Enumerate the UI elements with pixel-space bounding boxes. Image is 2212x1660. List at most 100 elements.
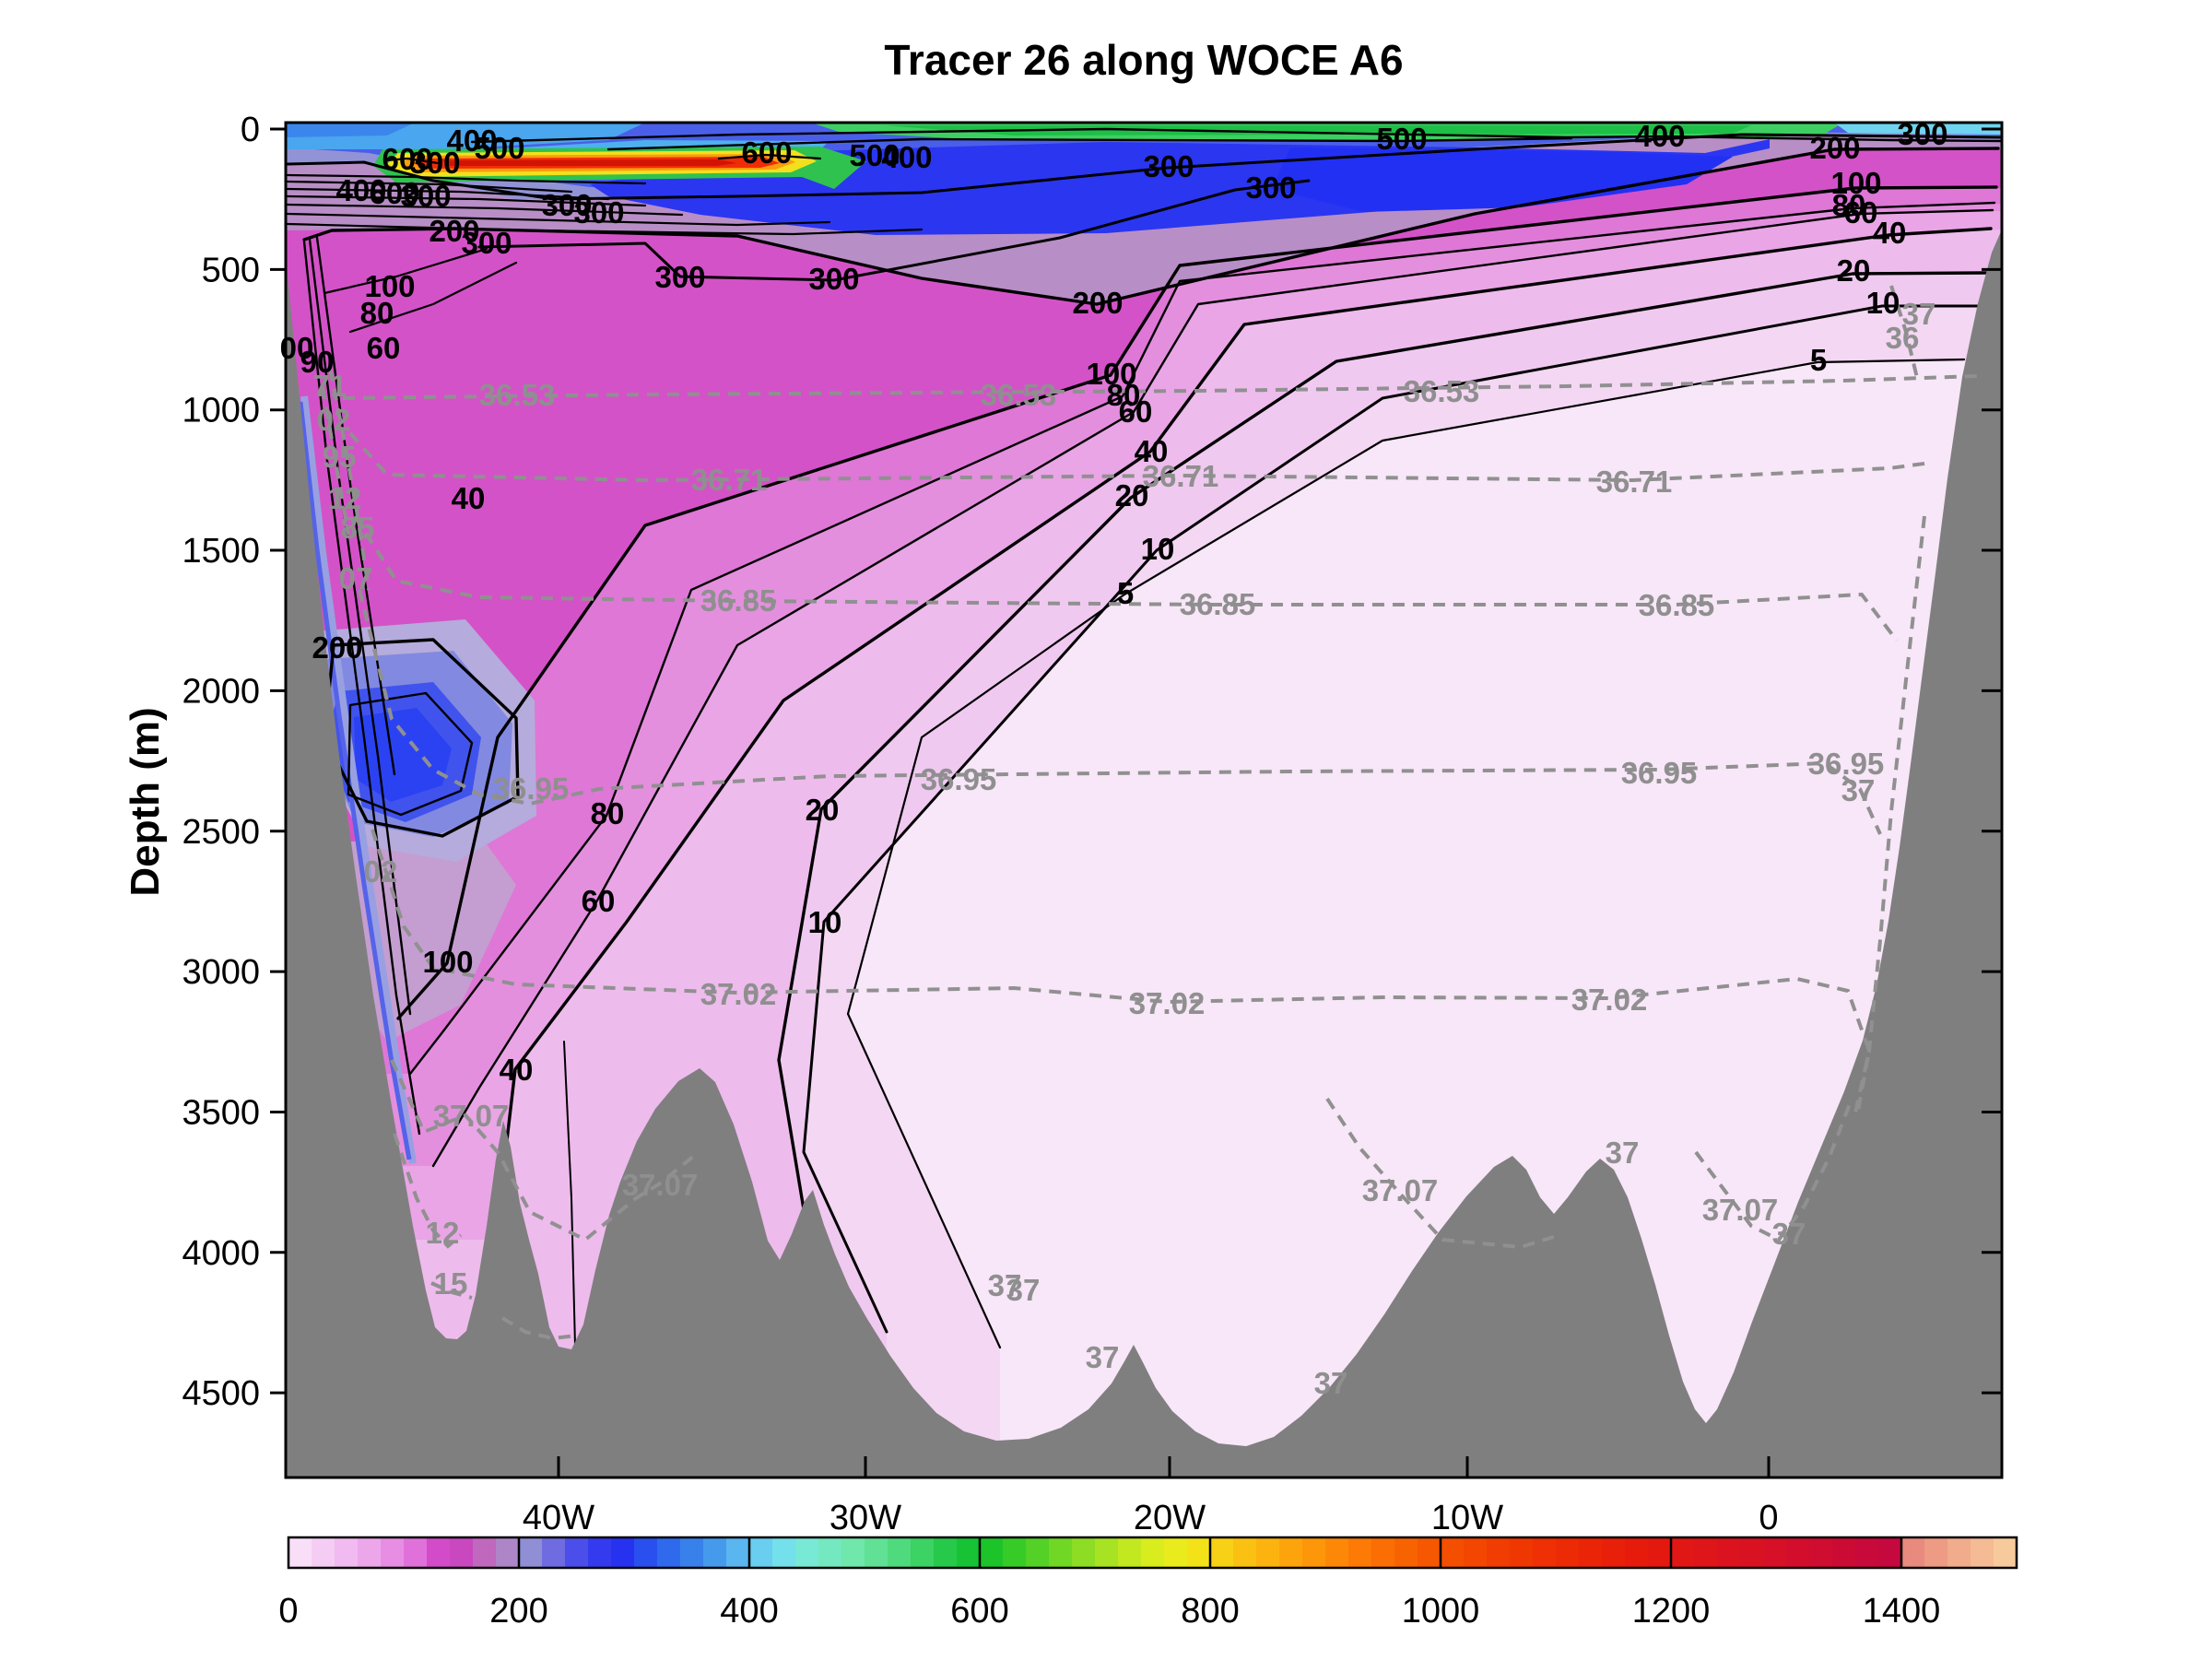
colorbar-cell [496, 1537, 520, 1568]
contour-label-gray: 07 [339, 561, 373, 595]
contour-label-black: 40 [452, 481, 486, 515]
colorbar-cell [1279, 1537, 1303, 1568]
y-tick-label: 3000 [182, 953, 260, 992]
colorbar-cell [1533, 1537, 1557, 1568]
y-tick-label: 4000 [182, 1234, 260, 1273]
colorbar-cell [1855, 1537, 1879, 1568]
black-contour-line [323, 247, 488, 295]
x-tick-label: 0 [1759, 1499, 1778, 1537]
gray-isopycnal-line [500, 1316, 577, 1341]
contour-label-black: 400 [446, 124, 497, 158]
colorbar-cell [772, 1537, 796, 1568]
contour-label-gray: 36.53 [981, 378, 1057, 412]
contour-label-gray: 36.95 [493, 771, 570, 806]
contour-label-gray: 37.02 [700, 977, 777, 1011]
contour-fill-region [848, 361, 2002, 1478]
contour-label-gray: 36.53 [479, 378, 556, 412]
contour-label-black: 400 [1634, 119, 1685, 153]
black-contour-line [408, 201, 1996, 1076]
seafloor-land [286, 230, 2002, 1478]
contour-fill-region [442, 159, 737, 166]
colorbar-cell [611, 1537, 635, 1568]
contour-label-gray: 15 [434, 1266, 468, 1301]
colorbar-cell [473, 1537, 497, 1568]
contour-label-black: 60 [1119, 394, 1153, 429]
colorbar-cell [1579, 1537, 1603, 1568]
colorbar-cell [565, 1537, 589, 1568]
colorbar-cell [1187, 1537, 1211, 1568]
colorbar-cell [335, 1537, 359, 1568]
contour-label-gray: 85 [341, 511, 375, 545]
gray-isopycnal-line [328, 368, 371, 591]
gray-isopycnal-line [1325, 1097, 1560, 1250]
colorbar-cell [358, 1537, 382, 1568]
colorbar-cell [1740, 1537, 1764, 1568]
colorbar-cell [1210, 1537, 1234, 1568]
colorbar-tick-label: 1400 [1863, 1592, 1941, 1631]
contour-label-black: 00 [280, 331, 314, 365]
contour-label-black: 10 [808, 905, 842, 939]
y-tick-label: 1500 [182, 532, 260, 571]
colorbar-cell [911, 1537, 935, 1568]
black-contour-line [348, 261, 518, 334]
colorbar-cell [1026, 1537, 1050, 1568]
black-contour-line [777, 271, 1988, 1283]
contour-label-black: 80 [360, 296, 394, 330]
y-tick-label: 4500 [182, 1374, 260, 1413]
colorbar-cell [588, 1537, 612, 1568]
contour-label-black: 300 [1143, 149, 1194, 183]
contour-label-black: 300 [409, 146, 460, 180]
colorbar-cell [1625, 1537, 1649, 1568]
colorbar-tick-label: 400 [720, 1592, 778, 1631]
colorbar-cell [450, 1537, 474, 1568]
black-contour-line [606, 136, 1573, 151]
contour-label-gray: 37 [1314, 1366, 1348, 1400]
colorbar-tick-label: 800 [1181, 1592, 1239, 1631]
colorbar-cell [1302, 1537, 1326, 1568]
contour-label-black: 400 [335, 173, 386, 207]
contour-label-gray: 02 [317, 403, 351, 437]
black-contour-line [286, 194, 647, 207]
colorbar-cell [703, 1537, 727, 1568]
contour-label-black: 60 [367, 331, 401, 365]
contour-label-black: 80 [1107, 378, 1141, 412]
contour-label-gray: 37 [1606, 1136, 1640, 1170]
colorbar-cell [1233, 1537, 1257, 1568]
contour-label-black: 40 [1135, 434, 1169, 468]
contour-label-black: 40 [1873, 216, 1907, 250]
colorbar-tick-label: 600 [950, 1592, 1008, 1631]
contour-label-black: 80 [1832, 188, 1866, 222]
contour-label-black: 200 [1809, 131, 1860, 165]
colorbar-cell [865, 1537, 888, 1568]
black-contour-line [431, 208, 1994, 1168]
gray-isopycnal-line [1853, 515, 1926, 1118]
black-contour-line [846, 358, 1966, 1349]
black-contour-line [563, 1041, 576, 1347]
gray-isopycnal-line [321, 386, 350, 536]
colorbar-tick-label: 1200 [1632, 1592, 1711, 1631]
colorbar-cell [1371, 1537, 1395, 1568]
colorbar-cell [680, 1537, 704, 1568]
black-contour-line [286, 173, 647, 185]
contour-label-gray: 37 [1086, 1340, 1120, 1374]
colorbar-cell [1971, 1537, 1994, 1568]
contour-label-black: 20 [806, 793, 840, 827]
contour-label-gray: 36.71 [1143, 459, 1219, 493]
x-tick-label: 40W [523, 1499, 594, 1537]
contour-label-black: 20 [1115, 478, 1149, 512]
contour-label-black: 10 [1866, 286, 1900, 320]
black-contour-line [396, 185, 1998, 1020]
contour-label-black: 500 [849, 138, 900, 172]
y-tick-label: 2500 [182, 813, 260, 852]
colorbar-cell [818, 1537, 842, 1568]
x-tick-label: 20W [1134, 1499, 1206, 1537]
colorbar-cell [841, 1537, 865, 1568]
black-contour-lines [286, 127, 2002, 1349]
colorbar-cell [1141, 1537, 1165, 1568]
colorbar-cell [1717, 1537, 1741, 1568]
colorbar-cell [1671, 1537, 1695, 1568]
colorbar-cell [1878, 1537, 1902, 1568]
colorbar-cell [1832, 1537, 1856, 1568]
colorbar-cell [1072, 1537, 1096, 1568]
colorbar-cell [1049, 1537, 1073, 1568]
